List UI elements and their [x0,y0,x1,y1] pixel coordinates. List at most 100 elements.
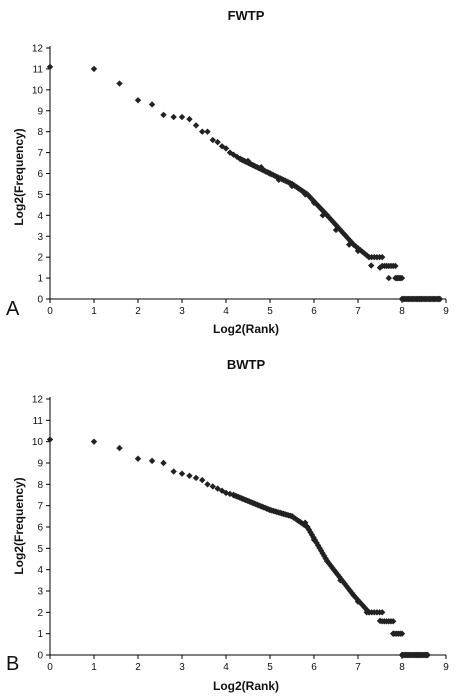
data-point [310,534,317,541]
data-point [46,63,54,71]
y-axis-title: Log2(Frequency) [12,128,26,225]
data-point [319,550,326,557]
data-point [218,487,226,494]
data-point [214,485,221,492]
y-tick-label: 11 [33,416,44,427]
data-point [204,128,211,135]
data-point [398,274,406,282]
data-point [199,476,206,484]
y-tick-label: 10 [32,437,44,448]
x-tick-label: 6 [311,662,317,673]
data-point [160,459,167,467]
data-point [46,436,54,443]
y-tick-label: 7 [37,148,43,159]
panel-label: A [6,298,20,320]
data-point [192,122,200,129]
y-tick-label: 3 [37,232,43,243]
x-tick-label: 6 [311,306,317,317]
data-point [424,651,431,659]
data-point [436,295,444,303]
x-tick-label: 3 [179,662,185,673]
x-tick-label: 8 [399,662,405,673]
x-tick-label: 4 [223,306,229,317]
y-tick-label: 0 [37,295,43,306]
data-point [322,555,329,562]
y-tick-label: 7 [37,501,43,512]
data-points [46,63,444,303]
y-tick-label: 4 [37,211,43,222]
x-tick-label: 3 [179,306,185,317]
data-point [385,274,392,282]
data-point [379,253,386,261]
y-tick-label: 6 [37,169,43,180]
y-tick-label: 9 [37,459,43,470]
y-tick-label: 8 [37,480,43,491]
chart-title: BWTP [227,357,266,372]
x-tick-label: 7 [355,662,361,673]
x-tick-label: 0 [47,662,53,673]
x-tick-label: 9 [443,306,449,317]
y-tick-label: 2 [37,253,43,264]
y-tick-label: 1 [37,629,43,640]
data-point [90,438,98,445]
data-point [327,562,334,569]
x-tick-label: 5 [267,662,273,673]
x-tick-label: 7 [355,306,361,317]
data-point [214,138,221,146]
data-point [90,65,98,73]
x-axis-title: Log2(Rank) [213,322,279,336]
y-tick-label: 12 [32,395,44,406]
data-point [344,234,351,242]
data-point [209,483,216,490]
chart-bwtp: BWTP Log2(Frequency) Log2(Rank) B 012345… [6,357,449,693]
data-point [222,145,230,152]
data-point [204,481,211,488]
data-point [178,470,186,477]
data-point [134,455,142,462]
data-point [199,128,206,135]
data-point [346,236,353,244]
data-point [160,111,167,119]
x-tick-label: 1 [91,662,97,673]
x-tick-label: 5 [267,306,273,317]
data-point [170,113,177,121]
chart-title: FWTP [228,8,265,23]
y-tick-label: 12 [32,44,44,55]
data-point [343,582,350,590]
chart-fwtp: FWTP Log2(Frequency) Log2(Rank) A 012345… [6,8,449,336]
data-point [332,569,340,576]
y-tick-label: 2 [37,608,43,619]
y-tick-label: 11 [33,64,44,75]
y-tick-label: 0 [37,651,43,662]
data-point [186,472,193,479]
x-axis-title: Log2(Rank) [213,679,279,693]
data-point [148,101,156,108]
y-tick-label: 10 [32,85,44,96]
data-point [178,113,186,121]
data-point [304,523,311,531]
x-tick-label: 9 [443,662,449,673]
y-tick-label: 8 [37,127,43,138]
y-tick-label: 3 [37,587,43,598]
x-tick-label: 1 [91,306,97,317]
x-tick-label: 2 [135,306,141,317]
y-tick-label: 6 [37,523,43,534]
data-point [233,153,241,160]
y-tick-label: 5 [37,544,43,555]
data-point [390,618,397,625]
data-point [192,474,200,482]
data-points [46,436,431,659]
data-point [116,444,123,452]
data-point [209,136,216,144]
data-point [170,468,177,475]
x-tick-label: 2 [135,662,141,673]
y-tick-label: 1 [37,274,43,285]
data-point [134,97,142,104]
x-tick-label: 0 [47,306,53,317]
panel-label: B [6,653,19,675]
y-tick-label: 4 [37,565,43,576]
data-point [116,80,123,87]
